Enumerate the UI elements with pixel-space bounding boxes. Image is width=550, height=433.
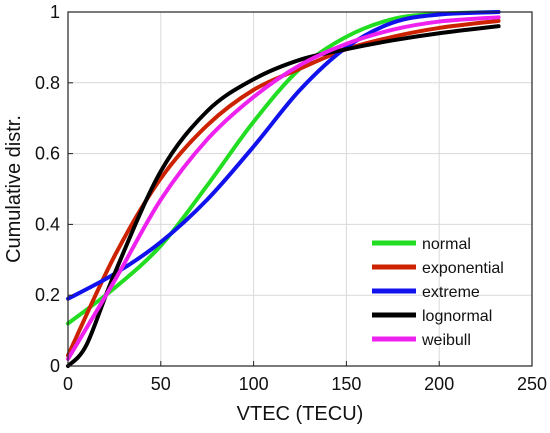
- tick-labels: 0 50 100 150 200 250 0 0.2 0.4 0.6 0.8 1: [35, 2, 547, 394]
- y-tick-label: 1: [50, 2, 60, 22]
- y-tick-label: 0.8: [35, 73, 60, 93]
- x-tick-label: 50: [151, 374, 171, 394]
- y-tick-label: 0.4: [35, 214, 60, 234]
- legend-label-exponential: exponential: [422, 260, 504, 277]
- series-line-weibull: [66, 15, 501, 361]
- legend-label-extreme: extreme: [422, 284, 480, 301]
- legend: normal exponential extreme lognormal weibull: [372, 236, 504, 349]
- x-tick-label: 150: [331, 374, 361, 394]
- x-tick-label: 250: [517, 374, 547, 394]
- legend-label-normal: normal: [422, 236, 471, 253]
- y-tick-label: 0: [50, 356, 60, 376]
- y-axis-title: Cumulative distr.: [3, 115, 25, 263]
- x-tick-label: 200: [424, 374, 454, 394]
- x-axis-title: VTEC (TECU): [237, 403, 364, 425]
- plot-area-frame: [67, 11, 533, 367]
- x-tick-label: 100: [239, 374, 269, 394]
- legend-label-weibull: weibull: [421, 332, 471, 349]
- series-line-extreme: [66, 10, 501, 301]
- y-tick-label: 0.2: [35, 285, 60, 305]
- x-tick-label: 0: [63, 374, 73, 394]
- series-line-exponential: [66, 18, 501, 358]
- legend-label-lognormal: lognormal: [422, 308, 492, 325]
- series-lines: [66, 10, 501, 368]
- y-tick-label: 0.6: [35, 144, 60, 164]
